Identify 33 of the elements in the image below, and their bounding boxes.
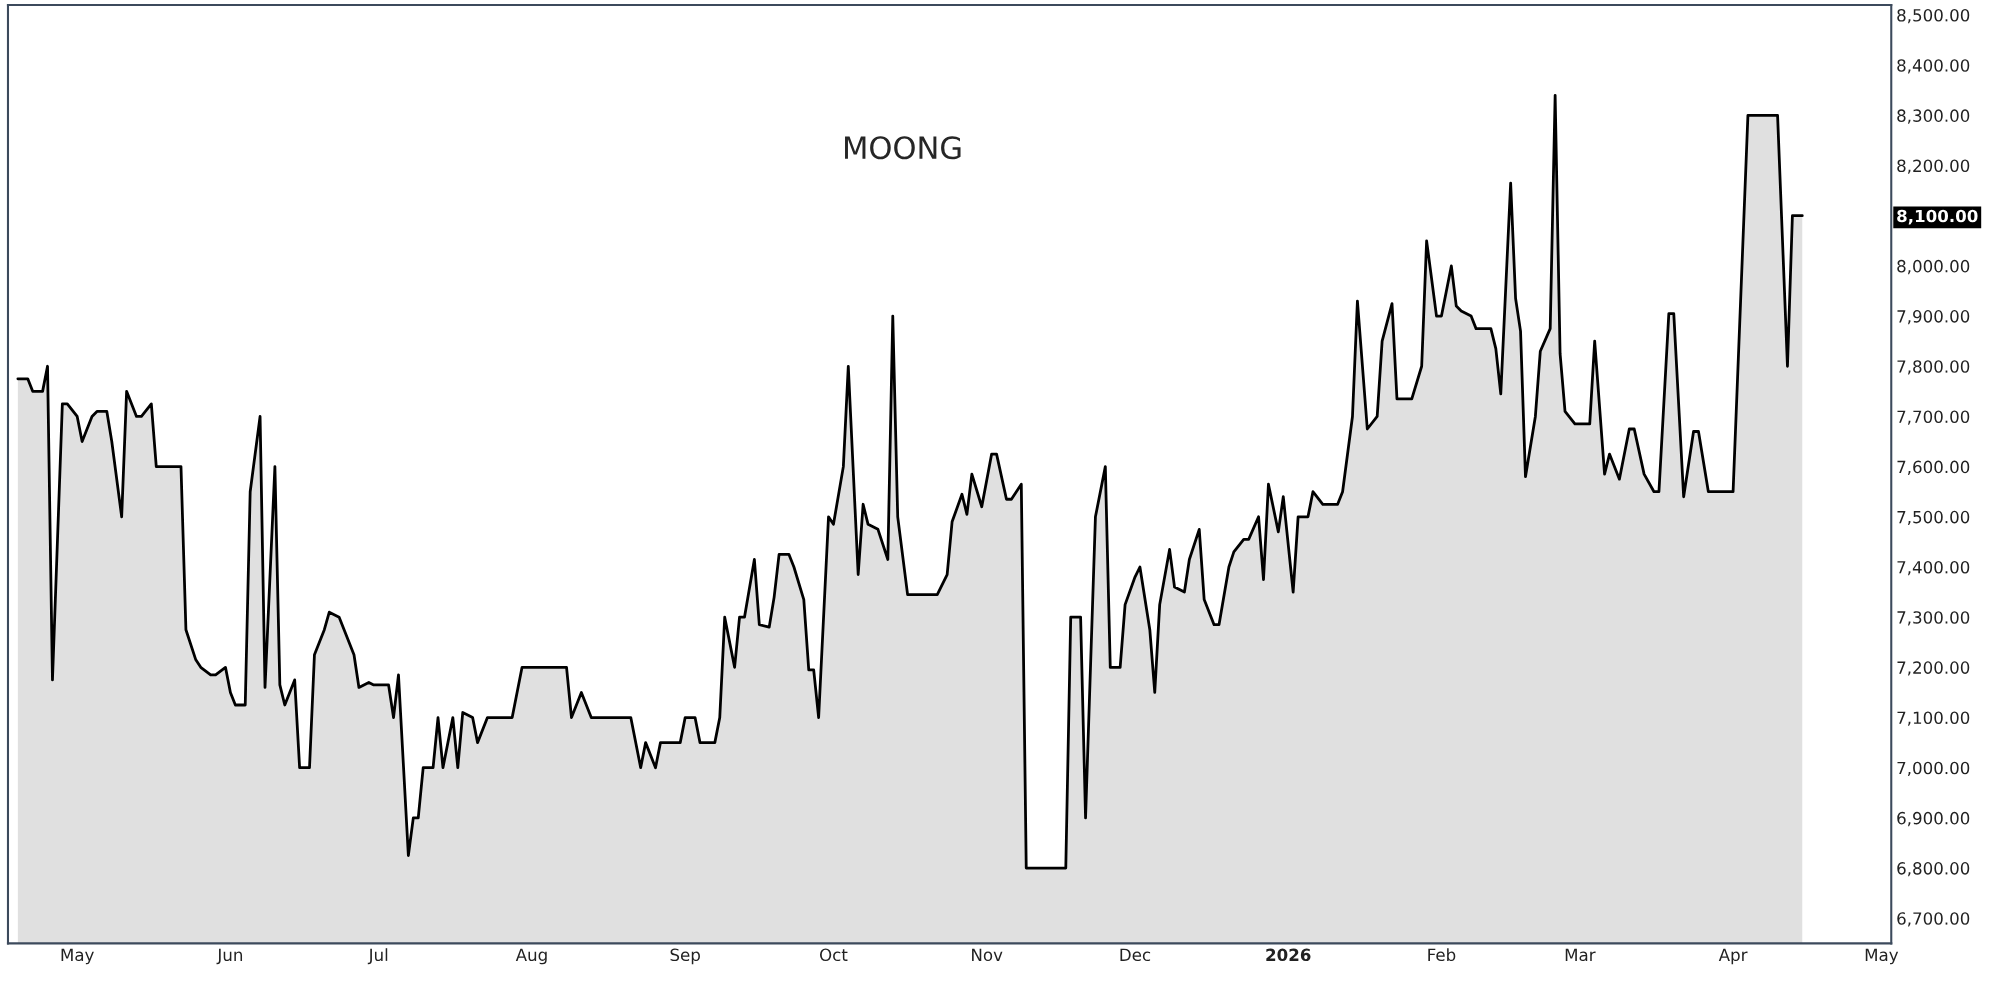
y-tick-label: 7,200.00	[1897, 661, 1970, 676]
y-tick-label: 6,900.00	[1897, 811, 1970, 827]
y-tick-label: 8,000.00	[1897, 259, 1970, 275]
y-tick-label: 7,100.00	[1897, 711, 1970, 726]
x-tick-label: Dec	[1120, 948, 1151, 962]
x-tick-label: Oct	[819, 948, 848, 962]
y-tick-label: 8,300.00	[1897, 109, 1970, 124]
x-tick-label: Jun	[216, 948, 243, 965]
y-tick-label: 7,300.00	[1897, 611, 1970, 626]
y-tick-label: 6,800.00	[1897, 862, 1970, 877]
x-tick-label: Nov	[972, 948, 1003, 962]
x-tick-label: 2026	[1266, 948, 1311, 962]
x-tick-label: Jul	[367, 948, 388, 965]
y-tick-label: 7,500.00	[1897, 510, 1970, 526]
y-tick-label: 8,400.00	[1897, 59, 1970, 74]
x-tick-label: May	[1865, 948, 1899, 965]
y-tick-label: 7,800.00	[1897, 360, 1970, 375]
y-tick-label: 8,100.00	[1897, 209, 1978, 225]
x-tick-label: Mar	[1565, 948, 1596, 962]
y-tick-label: 7,000.00	[1897, 761, 1970, 776]
y-tick-label: 8,200.00	[1897, 159, 1970, 174]
x-tick-label: May	[61, 948, 94, 965]
x-tick-label: Apr	[1718, 948, 1748, 965]
x-tick-label: Feb	[1428, 948, 1456, 962]
x-tick-label: Aug	[515, 948, 547, 965]
y-tick-label: 7,600.00	[1897, 460, 1970, 475]
y-tick-label: 7,400.00	[1897, 560, 1970, 576]
x-tick-label: Sep	[670, 948, 700, 965]
y-tick-label: 7,700.00	[1897, 410, 1970, 425]
y-tick-label: 7,900.00	[1897, 310, 1970, 325]
text: MOONG	[845, 136, 961, 160]
y-tick-label: 6,700.00	[1897, 912, 1970, 927]
y-tick-label: 8,500.00	[1897, 8, 1970, 24]
